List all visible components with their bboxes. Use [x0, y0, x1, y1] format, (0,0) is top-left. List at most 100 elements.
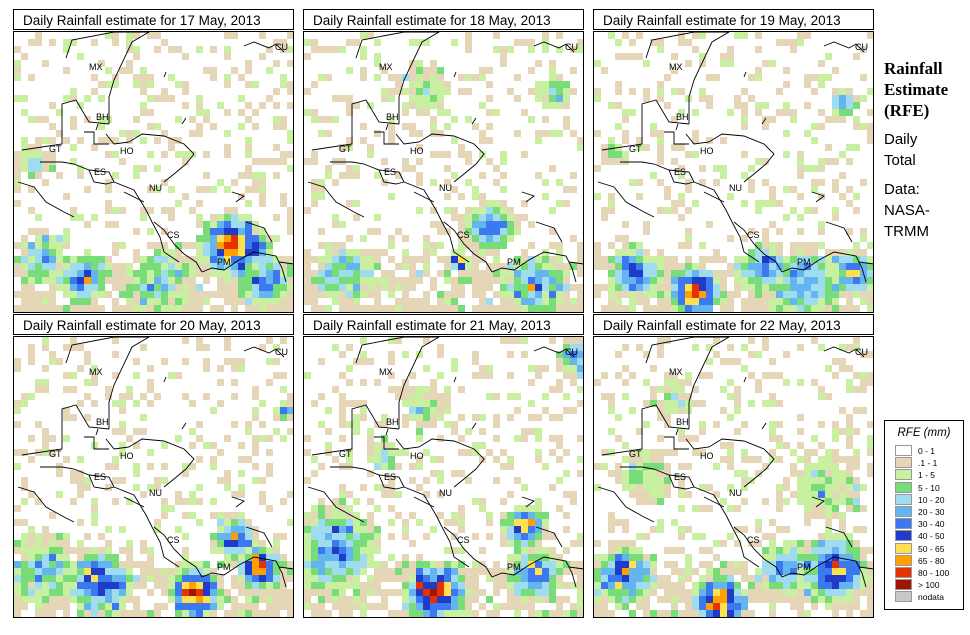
- rainfall-cell: [741, 123, 748, 130]
- country-border: [761, 422, 767, 430]
- rainfall-cell: [304, 596, 311, 603]
- rainfall-cell: [287, 165, 293, 172]
- rainfall-cell: [119, 407, 126, 414]
- rainfall-cell: [346, 172, 353, 179]
- rainfall-cell: [381, 414, 388, 421]
- rainfall-cell: [332, 519, 339, 526]
- rainfall-cell: [14, 617, 21, 618]
- rainfall-cell: [853, 263, 860, 270]
- rainfall-cell: [458, 305, 465, 312]
- rainfall-cell: [832, 435, 839, 442]
- rainfall-cell: [629, 407, 636, 414]
- rainfall-cell: [458, 505, 465, 512]
- rainfall-cell: [318, 582, 325, 589]
- country-border: [105, 133, 195, 183]
- rainfall-cell: [479, 617, 486, 618]
- rainfall-cell: [147, 207, 154, 214]
- rainfall-cell: [245, 582, 252, 589]
- rainfall-cell: [762, 305, 769, 312]
- rainfall-cell: [49, 575, 56, 582]
- rainfall-cell: [91, 617, 98, 618]
- rainfall-cell: [154, 298, 161, 305]
- rainfall-cell: [804, 102, 811, 109]
- rainfall-cell: [346, 165, 353, 172]
- rainfall-cell: [332, 456, 339, 463]
- rainfall-cell: [563, 449, 570, 456]
- rainfall-cell: [486, 372, 493, 379]
- rainfall-cell: [105, 547, 112, 554]
- rainfall-cell: [486, 270, 493, 277]
- rainfall-cell: [217, 526, 224, 533]
- rainfall-cell: [748, 305, 755, 312]
- rainfall-cell: [853, 53, 860, 60]
- rainfall-cell: [783, 442, 790, 449]
- rainfall-cell: [514, 312, 521, 313]
- rainfall-cell: [35, 582, 42, 589]
- rainfall-cell: [147, 365, 154, 372]
- rainfall-cell: [542, 270, 549, 277]
- rainfall-cell: [318, 193, 325, 200]
- rainfall-cell: [636, 484, 643, 491]
- rainfall-cell: [556, 435, 563, 442]
- rainfall-cell: [839, 270, 846, 277]
- rainfall-cell: [437, 270, 444, 277]
- rainfall-cell: [98, 561, 105, 568]
- rainfall-cell: [521, 263, 528, 270]
- rainfall-cell: [577, 372, 583, 379]
- rainfall-cell: [769, 449, 776, 456]
- rainfall-cell: [818, 193, 825, 200]
- rainfall-cell: [196, 249, 203, 256]
- rainfall-cell: [238, 74, 245, 81]
- rainfall-cell: [577, 358, 583, 365]
- rainfall-cell: [563, 102, 570, 109]
- rainfall-cell: [49, 277, 56, 284]
- rainfall-cell: [63, 284, 70, 291]
- rainfall-cell: [832, 284, 839, 291]
- rainfall-cell: [259, 610, 266, 617]
- rainfall-cell: [119, 610, 126, 617]
- rainfall-cell: [458, 221, 465, 228]
- rainfall-cell: [175, 305, 182, 312]
- rainfall-cell: [259, 172, 266, 179]
- country-border: [620, 161, 695, 183]
- rainfall-cell: [423, 88, 430, 95]
- rainfall-cell: [84, 414, 91, 421]
- rainfall-cell: [147, 379, 154, 386]
- rainfall-cell: [231, 575, 238, 582]
- rainfall-cell: [671, 158, 678, 165]
- rainfall-cell: [84, 533, 91, 540]
- rainfall-cell: [776, 547, 783, 554]
- rainfall-cell: [304, 291, 311, 298]
- rainfall-cell: [252, 540, 259, 547]
- rainfall-cell: [853, 575, 860, 582]
- rainfall-cell: [395, 74, 402, 81]
- rainfall-cell: [664, 193, 671, 200]
- country-label-ho: HO: [410, 146, 424, 156]
- rainfall-cell: [245, 533, 252, 540]
- product-title-line1: Rainfall: [884, 59, 943, 78]
- rainfall-cell: [556, 270, 563, 277]
- rainfall-cell: [542, 277, 549, 284]
- rainfall-cell: [493, 421, 500, 428]
- rainfall-cell: [189, 284, 196, 291]
- rainfall-cell: [535, 270, 542, 277]
- rainfall-cell: [304, 372, 311, 379]
- rainfall-cell: [437, 582, 444, 589]
- rainfall-cell: [402, 263, 409, 270]
- rainfall-cell: [168, 137, 175, 144]
- legend-item: 40 - 50: [885, 530, 963, 542]
- rainfall-cell: [825, 589, 832, 596]
- rainfall-cell: [416, 67, 423, 74]
- rainfall-cell: [685, 589, 692, 596]
- rainfall-cell: [643, 400, 650, 407]
- rainfall-cell: [42, 547, 49, 554]
- rainfall-cell: [741, 596, 748, 603]
- country-border: [395, 133, 485, 183]
- rainfall-cell: [563, 186, 570, 193]
- rainfall-cell: [360, 351, 367, 358]
- rainfall-cell: [451, 256, 458, 263]
- rainfall-cell: [615, 589, 622, 596]
- country-label-bh: BH: [96, 112, 109, 122]
- rainfall-cell: [594, 312, 601, 313]
- rainfall-cell: [783, 547, 790, 554]
